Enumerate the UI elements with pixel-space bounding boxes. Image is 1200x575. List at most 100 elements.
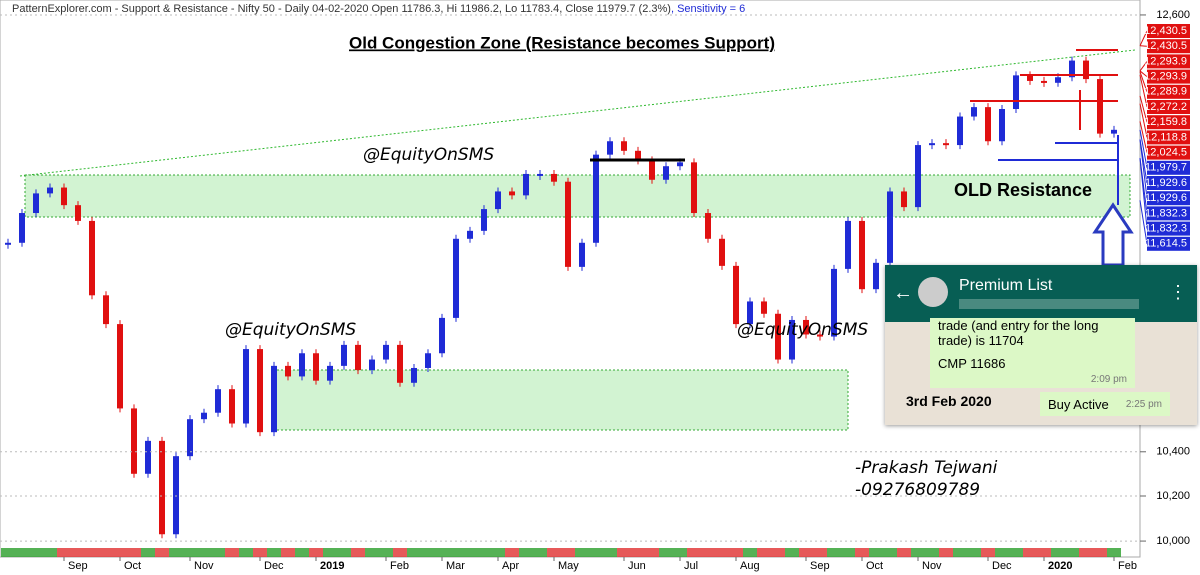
strip-segment	[925, 548, 939, 557]
x-tick-label: Jul	[684, 560, 698, 572]
price-level-tick	[1139, 103, 1148, 138]
price-level-tick	[1139, 70, 1148, 77]
strip-segment	[715, 548, 729, 557]
strip-segment	[785, 548, 799, 557]
strip-segment	[43, 548, 57, 557]
candle	[117, 324, 123, 409]
candle	[789, 319, 795, 360]
x-tick-label: Oct	[866, 560, 883, 572]
candle	[957, 116, 963, 146]
candle	[481, 209, 487, 231]
candle	[761, 301, 767, 314]
strip-segment	[1051, 548, 1065, 557]
candle	[971, 107, 977, 117]
strip-segment	[15, 548, 29, 557]
price-label: 11,832.3	[1145, 207, 1187, 219]
candle	[103, 295, 109, 325]
strip-segment	[757, 548, 771, 557]
avatar	[918, 277, 948, 307]
candle	[691, 162, 697, 214]
candle	[1097, 79, 1103, 134]
price-label: 12,289.9	[1144, 86, 1187, 98]
candle	[775, 313, 781, 360]
candle	[733, 265, 739, 325]
back-arrow[interactable]: ←	[893, 282, 913, 304]
strip-segment	[659, 548, 673, 557]
strip-segment	[813, 548, 827, 557]
candle	[145, 440, 151, 474]
up-arrow	[1092, 202, 1134, 267]
strip-segment	[435, 548, 449, 557]
strip-segment	[953, 548, 967, 557]
message-bubble: trade (and entry for the long trade) is …	[930, 318, 1135, 388]
candle	[677, 162, 683, 167]
price-label-box	[1147, 130, 1190, 145]
chat-header: ← Premium List ⋮	[885, 265, 1197, 322]
candle	[243, 349, 249, 424]
x-tick-label: Oct	[124, 560, 141, 572]
candle	[159, 440, 165, 535]
strip-segment	[701, 548, 715, 557]
strip-segment	[127, 548, 141, 557]
candle	[47, 187, 53, 194]
candle	[537, 173, 543, 176]
price-label: 11,832.3	[1145, 223, 1187, 235]
strip-segment	[393, 548, 407, 557]
congestion-zone	[272, 369, 849, 431]
strip-segment	[155, 548, 169, 557]
menu[interactable]: ⋮	[1169, 282, 1187, 302]
price-level-tick	[1139, 71, 1148, 92]
price-label: 11,979.7	[1145, 162, 1187, 174]
strip-segment	[911, 548, 925, 557]
candle	[341, 344, 347, 366]
price-label: 11,929.6	[1145, 192, 1187, 204]
chat-window: ← Premium List ⋮ trade (and entry for th…	[885, 265, 1197, 425]
candle	[327, 365, 333, 381]
candle	[173, 456, 179, 535]
price-label: 11,929.6	[1145, 177, 1187, 189]
strip-segment	[645, 548, 659, 557]
x-tick-label: Aug	[740, 560, 760, 572]
candle	[19, 213, 25, 243]
candle	[509, 191, 515, 196]
handle: @EquityOnSMS	[737, 320, 868, 340]
author: -Prakash Tejwani	[855, 458, 998, 478]
candle	[1083, 60, 1089, 80]
strip-segment	[883, 548, 897, 557]
candle	[621, 141, 627, 151]
x-tick-label: May	[558, 560, 579, 572]
strip-segment	[183, 548, 197, 557]
strip-segment	[295, 548, 309, 557]
price-level-tick	[1139, 129, 1148, 168]
message-text: trade (and entry for the long trade) is …	[938, 318, 1099, 348]
candle	[523, 173, 529, 196]
strip-segment	[421, 548, 435, 557]
x-tick-label: Nov	[194, 560, 214, 572]
strip-segment	[939, 548, 953, 557]
strip-segment	[463, 548, 477, 557]
candle	[397, 344, 403, 383]
candle	[579, 242, 585, 267]
strip-segment	[309, 548, 323, 557]
x-tick-label: Feb	[1118, 560, 1137, 572]
header-sensitivity: , Sensitivity = 6	[671, 3, 745, 15]
candle	[705, 213, 711, 239]
strip-segment	[687, 548, 701, 557]
strip-segment	[337, 548, 351, 557]
x-tick-label: 2020	[1048, 560, 1072, 572]
candle	[649, 160, 655, 180]
x-tick-label: Sep	[810, 560, 830, 572]
header: PatternExplorer.com - Support & Resistan…	[12, 3, 745, 15]
candle	[61, 187, 67, 206]
strip-segment	[141, 548, 155, 557]
price-label: 12,118.8	[1145, 131, 1187, 143]
candle	[831, 268, 837, 337]
price-label: 12,024.5	[1144, 147, 1187, 159]
candle	[383, 344, 389, 360]
strip-segment	[29, 548, 43, 557]
y-tick-label: 12,600	[1156, 9, 1190, 21]
x-tick-label: 2019	[320, 560, 344, 572]
strip-segment	[603, 548, 617, 557]
strip-segment	[673, 548, 687, 557]
candle	[551, 173, 557, 182]
